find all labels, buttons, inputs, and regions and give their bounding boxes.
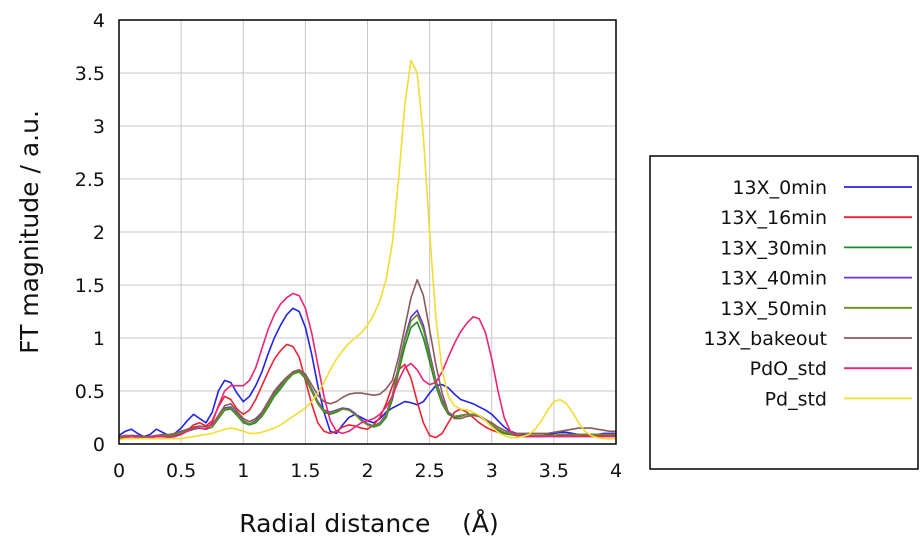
legend: 13X_0min 13X_16min 13X_30min 13X_40min 13X_5…	[649, 155, 919, 470]
grid	[118, 19, 617, 445]
series-line-Pd_std	[118, 59, 616, 441]
y-tick-label: 1.5	[75, 275, 105, 297]
legend-label: Pd_std	[765, 388, 827, 410]
legend-label: 13X_50min	[720, 298, 827, 320]
y-tick-label: 2	[93, 222, 105, 244]
y-tick-label: 0	[93, 434, 105, 456]
y-axis-label: FT magnitude / a.u.	[15, 110, 44, 354]
legend-label: 13X_0min	[732, 177, 827, 199]
y-tick-label: 3	[93, 116, 105, 138]
legend-label: 13X_40min	[720, 268, 827, 290]
series-line-13X_bakeout	[118, 278, 616, 438]
x-tick-label: 2	[361, 460, 373, 482]
y-tick-label: 2.5	[75, 169, 105, 191]
series-lines	[118, 59, 616, 441]
y-tick-label: 3.5	[75, 63, 105, 85]
plot-frame	[118, 19, 617, 445]
legend-label: 13X_bakeout	[703, 328, 827, 350]
x-tick-label: 4	[610, 460, 622, 482]
x-tick-label: 3.5	[539, 460, 569, 482]
legend-label: 13X_30min	[720, 237, 827, 259]
y-tick-label: 4	[93, 10, 105, 32]
legend-box	[649, 155, 919, 470]
legend-items: 13X_0min 13X_16min 13X_30min 13X_40min 13X_5…	[703, 177, 912, 410]
y-tick-label: 0.5	[75, 381, 105, 403]
x-tick-label: 1.5	[290, 460, 320, 482]
x-tick-labels: 0 0.5 1 1.5 2 2.5 3 3.5 4	[113, 460, 622, 482]
x-tick-label: 3	[486, 460, 498, 482]
x-axis-label: Radial distance (Å)	[239, 509, 499, 538]
legend-label: PdO_std	[750, 358, 827, 380]
y-tick-labels: 0 0.5 1 1.5 2 2.5 3 3.5 4	[75, 10, 105, 456]
x-tick-label: 0	[113, 460, 125, 482]
legend-label: 13X_16min	[720, 207, 827, 229]
x-tick-label: 1	[237, 460, 249, 482]
series-line-PdO_std	[118, 292, 616, 440]
y-tick-label: 1	[93, 328, 105, 350]
x-tick-label: 2.5	[415, 460, 445, 482]
x-tick-label: 0.5	[166, 460, 196, 482]
